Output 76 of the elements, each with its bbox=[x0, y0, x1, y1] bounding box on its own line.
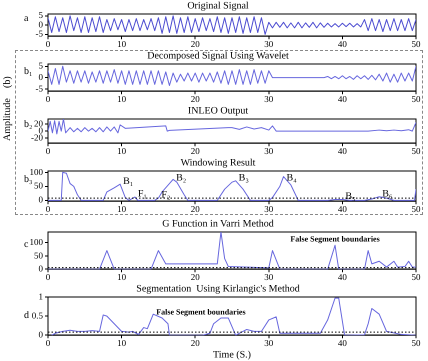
y-tick-label: -5 bbox=[36, 83, 44, 94]
x-tick-label: 0 bbox=[46, 94, 51, 104]
x-tick-label: 30 bbox=[264, 338, 274, 348]
x-tick-label: 20 bbox=[190, 38, 200, 49]
x-tick-label: 0 bbox=[46, 146, 51, 156]
chart-title: Decomposed Signal Using Wavelet bbox=[147, 50, 289, 62]
annotation: B₄ bbox=[286, 172, 298, 184]
x-axis-title: Time (S.) bbox=[213, 350, 251, 361]
y-axis-title: c bbox=[24, 238, 28, 250]
y-tick-label: 100 bbox=[30, 236, 44, 247]
y-axis-title: b₃ bbox=[24, 174, 32, 185]
x-tick-label: 20 bbox=[190, 272, 200, 282]
y-tick-label: 100 bbox=[30, 166, 44, 177]
y-tick-label: 50 bbox=[34, 250, 44, 260]
x-tick-label: 40 bbox=[338, 338, 348, 348]
x-tick-label: 50 bbox=[412, 338, 421, 348]
x-tick-label: 40 bbox=[338, 146, 348, 156]
y-axis-title: a bbox=[24, 13, 28, 24]
annotation: F₁ bbox=[138, 188, 147, 200]
x-tick-label: 50 bbox=[412, 146, 421, 156]
chart-title: Segmentation Using Kirlangic's Method bbox=[136, 284, 300, 295]
y-tick-label: 5 bbox=[38, 10, 44, 20]
x-tick-label: 20 bbox=[190, 146, 200, 156]
x-tick-label: 10 bbox=[117, 38, 127, 49]
x-tick-label: 0 bbox=[46, 272, 51, 282]
y-tick-label: 1 bbox=[38, 291, 43, 302]
annotation: B₃ bbox=[238, 172, 249, 184]
x-tick-label: 40 bbox=[338, 204, 348, 214]
chart-title: G Function in Varri Method bbox=[162, 218, 274, 230]
x-tick-label: 30 bbox=[264, 204, 274, 214]
y-tick-label: 0 bbox=[38, 264, 44, 274]
x-tick-label: 10 bbox=[117, 272, 127, 282]
y-axis-title: b₂ bbox=[24, 119, 32, 130]
x-tick-label: 30 bbox=[264, 38, 274, 49]
x-tick-label: 10 bbox=[117, 338, 127, 348]
x-tick-label: 0 bbox=[46, 38, 51, 49]
annotation: B₅ bbox=[345, 191, 356, 202]
x-tick-label: 30 bbox=[264, 272, 274, 282]
x-tick-label: 50 bbox=[412, 272, 421, 282]
x-tick-label: 50 bbox=[412, 204, 421, 214]
x-tick-label: 30 bbox=[264, 94, 274, 104]
annotation: B₂ bbox=[176, 172, 186, 184]
x-tick-label: 0 bbox=[46, 204, 51, 214]
annotation: B₁ bbox=[123, 176, 134, 187]
x-tick-label: 50 bbox=[412, 38, 421, 49]
y-tick-label: 0 bbox=[38, 194, 44, 205]
x-tick-label: 40 bbox=[338, 272, 348, 282]
annotation: B₆ bbox=[382, 188, 393, 200]
chart-title: Original Signal bbox=[187, 0, 249, 12]
x-tick-label: 50 bbox=[412, 94, 421, 104]
text: (b) bbox=[2, 76, 13, 88]
x-tick-label: 10 bbox=[117, 146, 127, 156]
y-axis-title: d bbox=[24, 310, 29, 321]
x-tick-label: 0 bbox=[46, 338, 51, 348]
x-tick-label: 20 bbox=[190, 338, 200, 348]
y-tick-label: 50 bbox=[34, 180, 44, 191]
x-tick-label: 10 bbox=[117, 204, 127, 214]
y-tick-label: 5 bbox=[38, 60, 44, 71]
y-axis-title: b₁ bbox=[24, 66, 32, 76]
y-tick-label: 0 bbox=[38, 330, 44, 340]
annotation: F₂ bbox=[161, 190, 170, 201]
x-tick-label: 40 bbox=[338, 38, 348, 49]
x-tick-label: 20 bbox=[190, 204, 200, 214]
y-tick-label: -5 bbox=[36, 28, 44, 39]
chart-title: Windowing Result bbox=[180, 158, 256, 169]
chart-title: INLEO Output bbox=[188, 106, 248, 117]
text: Amplitude bbox=[2, 98, 13, 141]
x-tick-label: 10 bbox=[117, 94, 127, 104]
x-tick-label: 20 bbox=[190, 94, 200, 104]
annotation: False Segment boundaries bbox=[290, 234, 380, 244]
annotation: False Segment boundaries bbox=[156, 307, 246, 316]
y-tick-label: 0 bbox=[38, 72, 44, 82]
y-tick-label: 0 bbox=[38, 19, 44, 30]
y-tick-label: 0.5 bbox=[32, 310, 44, 320]
x-tick-label: 30 bbox=[264, 146, 274, 156]
x-tick-label: 40 bbox=[338, 94, 348, 104]
